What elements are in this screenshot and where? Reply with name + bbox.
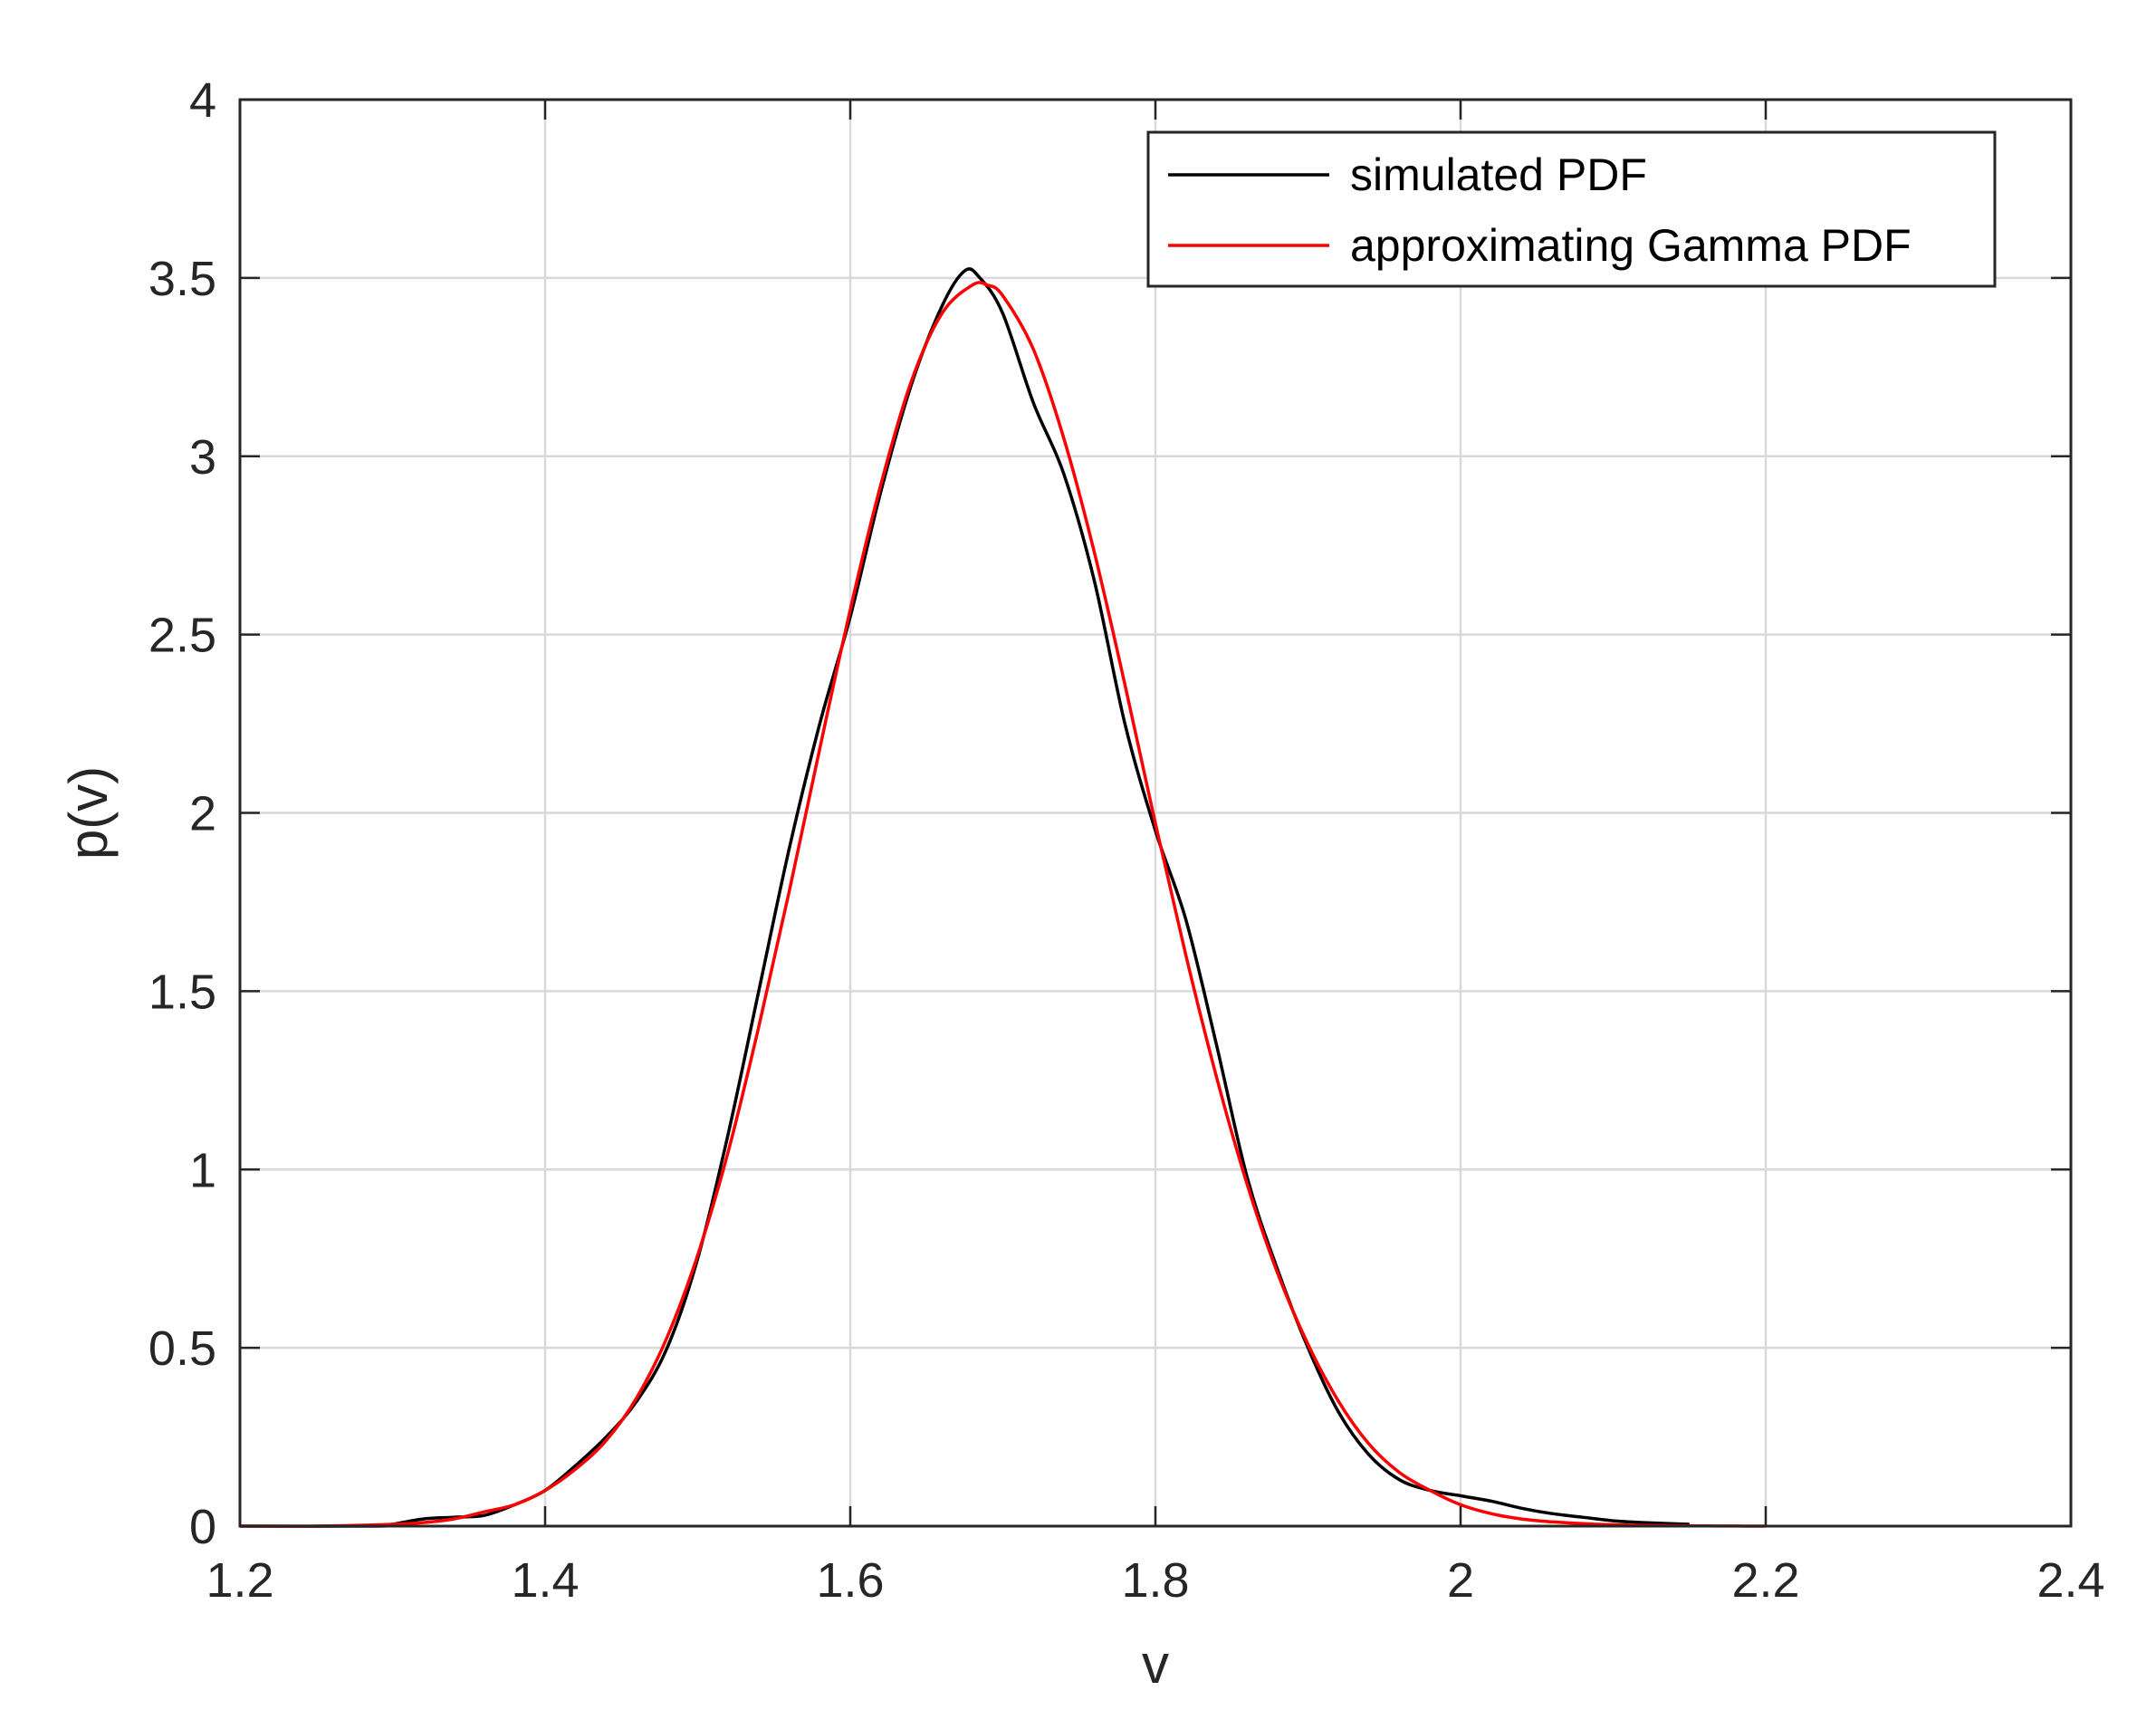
x-tick-label: 2.2	[1731, 1553, 1799, 1608]
x-tick-label: 1.4	[511, 1553, 579, 1608]
legend-box	[1146, 130, 1997, 288]
legend-label-gamma: approximating Gamma PDF	[1350, 220, 1912, 271]
legend: simulated PDF approximating Gamma PDF	[1146, 130, 1997, 288]
y-tick-label: 3	[189, 430, 216, 485]
x-tick-label: 1.6	[816, 1553, 884, 1608]
series-line-gamma	[239, 281, 1767, 1528]
x-tick-label: 2	[1447, 1553, 1474, 1608]
x-axis-label: v	[1142, 1634, 1169, 1695]
legend-label-simulated: simulated PDF	[1350, 149, 1647, 200]
tick-labels: 1.2 1.4 1.6 1.8 2 2.2 2.4 0 0.5 1 1.5 2 2.5 3 3.5 4	[149, 73, 2105, 1608]
y-axis-label: p(v)	[58, 766, 119, 860]
y-tick-label: 4	[189, 73, 216, 128]
y-tick-label: 1	[189, 1143, 216, 1197]
series-layer	[239, 267, 1767, 1528]
y-tick-label: 1.5	[149, 965, 216, 1019]
y-tick-label: 0	[189, 1500, 216, 1554]
x-tick-label: 2.4	[2036, 1553, 2104, 1608]
tick-marks	[238, 98, 2073, 1528]
y-tick-label: 3.5	[149, 252, 216, 306]
x-tick-label: 1.2	[206, 1553, 273, 1608]
x-tick-label: 1.8	[1121, 1553, 1189, 1608]
y-tick-label: 0.5	[149, 1321, 216, 1376]
y-tick-label: 2.5	[149, 609, 216, 663]
y-tick-label: 2	[189, 787, 216, 841]
